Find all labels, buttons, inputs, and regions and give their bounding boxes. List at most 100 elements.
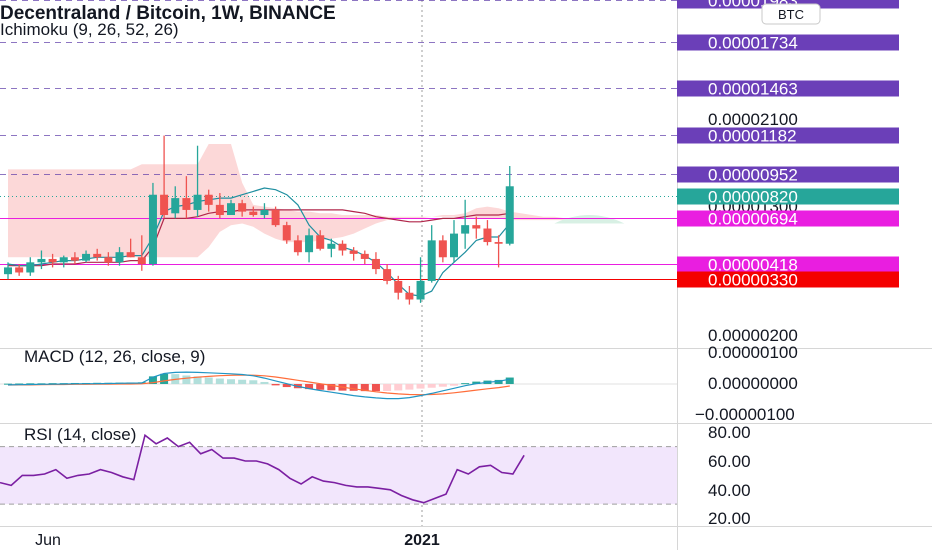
candle-body: [93, 253, 102, 258]
candle: [15, 264, 24, 276]
macd-histogram-bar: [305, 384, 314, 390]
macd-histogram-bar: [227, 379, 235, 384]
macd-histogram-bar: [204, 377, 213, 384]
macd-histogram-bar: [394, 384, 403, 391]
candle-body: [282, 225, 291, 241]
price-level-label: 0.00000820: [708, 188, 798, 207]
candle: [360, 250, 369, 265]
candle-body: [260, 209, 269, 216]
ichimoku-lines: [7, 187, 511, 297]
macd-histogram-bar: [438, 384, 447, 387]
rsi-axis-tick-label: 20.00: [708, 509, 751, 528]
candle: [115, 247, 124, 266]
candle-body: [104, 257, 113, 263]
candle-body: [383, 269, 392, 281]
candle: [48, 253, 57, 268]
macd-axis-tick-label: 0.00000000: [708, 374, 798, 393]
rsi-line: [0, 433, 525, 504]
candle-body: [505, 186, 514, 244]
candle-body: [349, 250, 358, 254]
candle-body: [316, 235, 325, 249]
macd-histogram-bar: [260, 381, 269, 384]
price-axis-tick-label: 0.00000200: [708, 326, 798, 345]
macd-histogram-bar: [349, 384, 358, 391]
candle: [416, 257, 425, 303]
price-levels: [0, 0, 677, 280]
candle: [148, 182, 157, 266]
macd-axis-tick-label: −0.00000100: [695, 405, 795, 424]
price-level-label: 0.00001182: [708, 127, 797, 146]
macd-histogram-bar: [327, 384, 336, 391]
time-axis-tick-label: Jun: [35, 532, 61, 549]
candle: [137, 235, 146, 271]
candle-body: [249, 211, 258, 216]
candle: [215, 193, 224, 219]
candle: [59, 255, 68, 268]
candle: [450, 220, 458, 263]
candle: [4, 262, 12, 280]
price-level-label: 0.00000952: [708, 166, 798, 185]
candle: [371, 252, 380, 275]
macd-legend: MACD (12, 26, close, 9): [24, 347, 205, 366]
macd-histogram-bar: [461, 383, 470, 385]
candle: [193, 145, 202, 217]
candle: [160, 135, 169, 219]
candle-body: [293, 240, 302, 253]
currency-button[interactable]: BTC: [761, 3, 821, 25]
candle-body: [371, 258, 380, 270]
candle-body: [4, 267, 12, 275]
macd-pane: [0, 371, 677, 400]
currency-button-label[interactable]: BTC: [778, 7, 804, 22]
candle: [349, 247, 358, 261]
currency-button-frame[interactable]: [761, 3, 821, 25]
candle-body: [115, 252, 124, 263]
candle-body: [160, 194, 169, 216]
candle: [338, 240, 347, 256]
candle-body: [15, 267, 24, 273]
time-axis-tick-label: 2021: [404, 532, 440, 549]
candle: [305, 228, 314, 263]
candle-body: [48, 258, 57, 263]
macd-histogram-bar: [15, 383, 24, 385]
price-level-labels[interactable]: 0.000029670.000025180.000019830.00001734…: [677, 0, 899, 290]
candle: [293, 235, 302, 256]
macd-histogram-bar: [316, 384, 325, 390]
candle: [505, 166, 514, 246]
candle-body: [394, 280, 403, 293]
candle-body: [305, 235, 314, 253]
candle: [461, 199, 470, 249]
candle-body: [427, 240, 436, 281]
rsi-axis-tick-label: 40.00: [708, 481, 751, 500]
macd-histogram-bar: [215, 378, 224, 384]
cloud-area: [8, 144, 711, 258]
candle: [171, 186, 180, 219]
candle-body: [327, 243, 336, 249]
price-level-label-box: [677, 166, 899, 183]
ichimoku-cloud: [8, 144, 711, 258]
macd-histogram-bar: [4, 383, 12, 385]
candle-body: [227, 203, 235, 216]
macd-histogram-bar: [249, 380, 258, 384]
price-level-label: 0.00000418: [708, 256, 798, 275]
macd-histogram-bar: [427, 384, 436, 388]
macd-histogram-bar: [505, 377, 514, 384]
candle-body: [215, 204, 224, 216]
candle: [238, 199, 247, 217]
macd-histogram-bar: [450, 384, 458, 386]
price-axis-tick-label: 0.00002100: [708, 110, 798, 129]
candle-body: [126, 252, 135, 258]
candle-body: [193, 194, 202, 210]
candle-body: [148, 194, 157, 265]
macd-line: [7, 371, 510, 400]
candle-body: [438, 240, 447, 258]
candle: [204, 189, 213, 212]
candle: [316, 230, 325, 251]
price-level-label-box: [677, 256, 899, 273]
candle-body: [204, 194, 213, 205]
candle-body: [338, 243, 347, 251]
candle: [405, 285, 414, 305]
candle-body: [461, 225, 470, 234]
price-level-label-box: [677, 80, 899, 97]
candle-body: [450, 233, 458, 258]
